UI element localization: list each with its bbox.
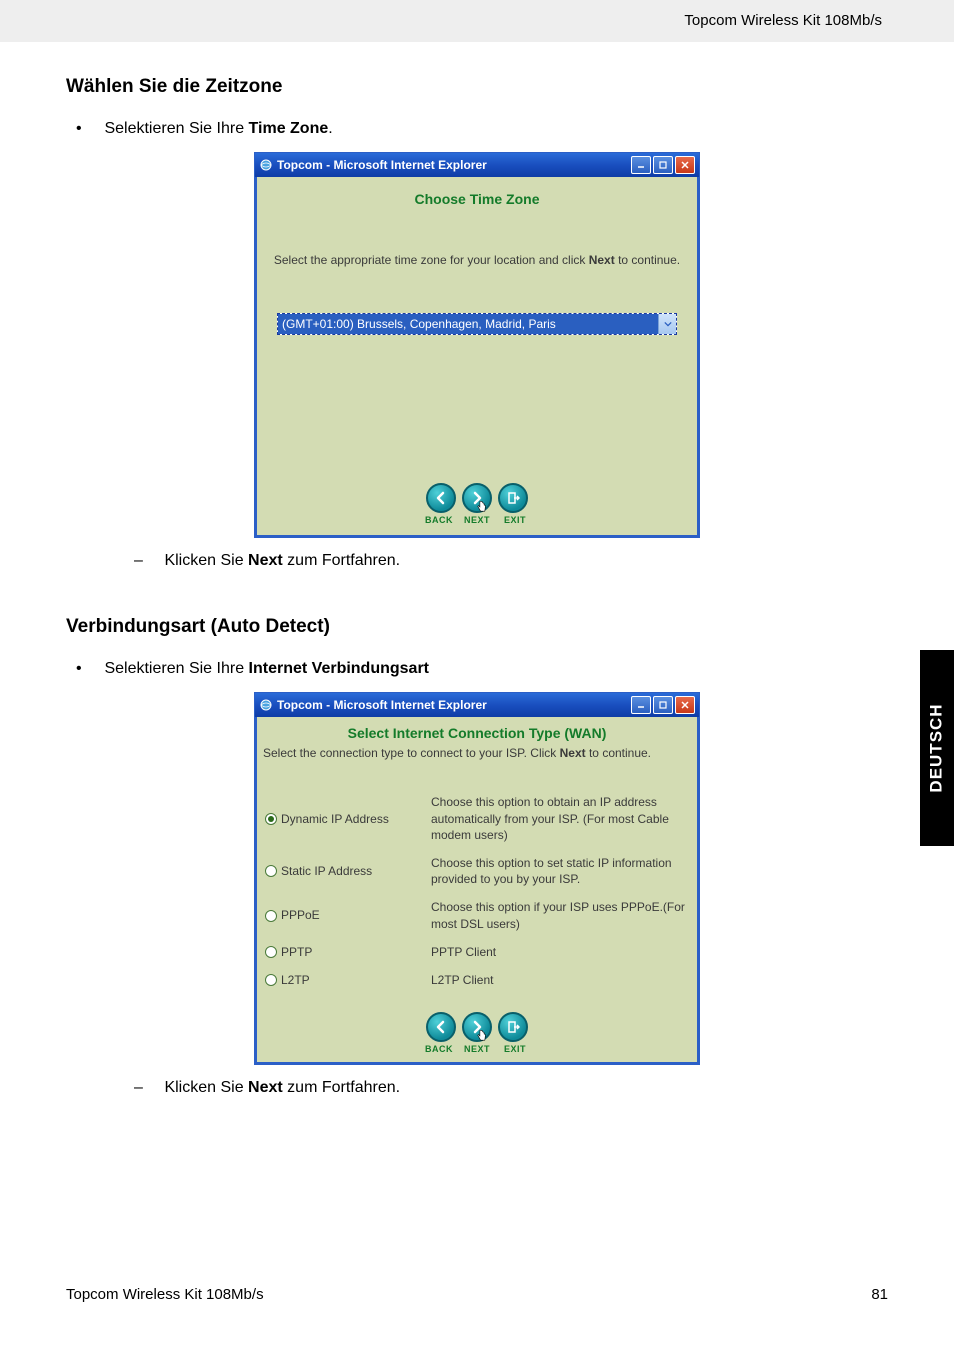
wan-option-desc: Choose this option if your ISP uses PPPo…	[429, 893, 691, 937]
timezone-heading: Choose Time Zone	[265, 191, 689, 207]
minimize-button[interactable]	[631, 156, 651, 174]
next-button[interactable]	[462, 1012, 492, 1042]
maximize-button[interactable]	[653, 156, 673, 174]
exit-button[interactable]	[498, 1012, 528, 1042]
wan-option-label: Static IP Address	[281, 863, 372, 879]
section1-dash: – Klicken Sie Next zum Fortfahren.	[134, 552, 888, 570]
section2-bullet: • Selektieren Sie Ihre Internet Verbindu…	[76, 660, 888, 678]
exit-label: EXIT	[500, 515, 530, 525]
header-product: Topcom Wireless Kit 108Mb/s	[684, 12, 882, 29]
wan-option-desc: L2TP Client	[429, 966, 691, 994]
section2-dash: – Klicken Sie Next zum Fortfahren.	[134, 1079, 888, 1097]
cursor-hand-icon	[475, 500, 489, 519]
wan-instructions: Select the connection type to connect to…	[263, 745, 691, 762]
wan-option-desc: PPTP Client	[429, 938, 691, 966]
exit-label: EXIT	[500, 1044, 530, 1054]
section1-heading: Wählen Sie die Zeitzone	[66, 76, 888, 98]
wizard-nav: BACK NEXT EXIT	[263, 1012, 691, 1054]
maximize-button[interactable]	[653, 696, 673, 714]
page-footer: Topcom Wireless Kit 108Mb/s 81	[66, 1286, 888, 1303]
section2-heading: Verbindungsart (Auto Detect)	[66, 616, 888, 638]
screenshot-timezone-window: Topcom - Microsoft Internet Explorer Cho…	[254, 152, 700, 538]
back-label: BACK	[424, 515, 454, 525]
wan-option-label: Dynamic IP Address	[281, 811, 389, 827]
wizard-nav: BACK NEXT EXIT	[257, 483, 697, 525]
radio-pptp[interactable]	[265, 946, 277, 958]
wan-option-desc: Choose this option to obtain an IP addre…	[429, 788, 691, 849]
close-button[interactable]	[675, 156, 695, 174]
back-button[interactable]	[426, 483, 456, 513]
ie-titlebar: Topcom - Microsoft Internet Explorer	[255, 153, 699, 177]
next-button[interactable]	[462, 483, 492, 513]
timezone-select[interactable]: (GMT+01:00) Brussels, Copenhagen, Madrid…	[277, 313, 677, 335]
wan-option-row: Dynamic IP Address Choose this option to …	[263, 788, 691, 849]
cursor-hand-icon	[475, 1029, 489, 1048]
wan-option-row: Static IP Address Choose this option to s…	[263, 849, 691, 893]
section1-bullet: • Selektieren Sie Ihre Time Zone.	[76, 120, 888, 138]
timezone-selected-value: (GMT+01:00) Brussels, Copenhagen, Madrid…	[282, 317, 556, 331]
wan-heading: Select Internet Connection Type (WAN)	[263, 725, 691, 741]
minimize-button[interactable]	[631, 696, 651, 714]
wan-options-table: Dynamic IP Address Choose this option to …	[263, 788, 691, 994]
language-tab: DEUTSCH	[920, 650, 954, 846]
footer-left: Topcom Wireless Kit 108Mb/s	[66, 1286, 264, 1303]
wan-option-row: PPPoE Choose this option if your ISP uses…	[263, 893, 691, 937]
wan-option-desc: Choose this option to set static IP info…	[429, 849, 691, 893]
wan-option-row: L2TP L2TP Client	[263, 966, 691, 994]
ie-title-text: Topcom - Microsoft Internet Explorer	[277, 158, 487, 172]
close-button[interactable]	[675, 696, 695, 714]
radio-static-ip-address[interactable]	[265, 865, 277, 877]
chevron-down-icon[interactable]	[658, 314, 676, 334]
ie-title-text: Topcom - Microsoft Internet Explorer	[277, 698, 487, 712]
page-header-bar: Topcom Wireless Kit 108Mb/s	[0, 0, 954, 42]
radio-dynamic-ip-address[interactable]	[265, 813, 277, 825]
screenshot-wan-window: Topcom - Microsoft Internet Explorer Sel…	[254, 692, 700, 1065]
footer-page-number: 81	[871, 1286, 888, 1303]
wan-option-row: PPTP PPTP Client	[263, 938, 691, 966]
exit-button[interactable]	[498, 483, 528, 513]
radio-l2tp[interactable]	[265, 974, 277, 986]
timezone-instructions: Select the appropriate time zone for you…	[265, 251, 689, 269]
ie-app-icon	[259, 158, 273, 172]
radio-pppoe[interactable]	[265, 910, 277, 922]
wan-option-label: L2TP	[281, 972, 310, 988]
ie-app-icon	[259, 698, 273, 712]
wan-option-label: PPTP	[281, 944, 312, 960]
back-button[interactable]	[426, 1012, 456, 1042]
ie-titlebar: Topcom - Microsoft Internet Explorer	[255, 693, 699, 717]
back-label: BACK	[424, 1044, 454, 1054]
wan-option-label: PPPoE	[281, 907, 320, 923]
